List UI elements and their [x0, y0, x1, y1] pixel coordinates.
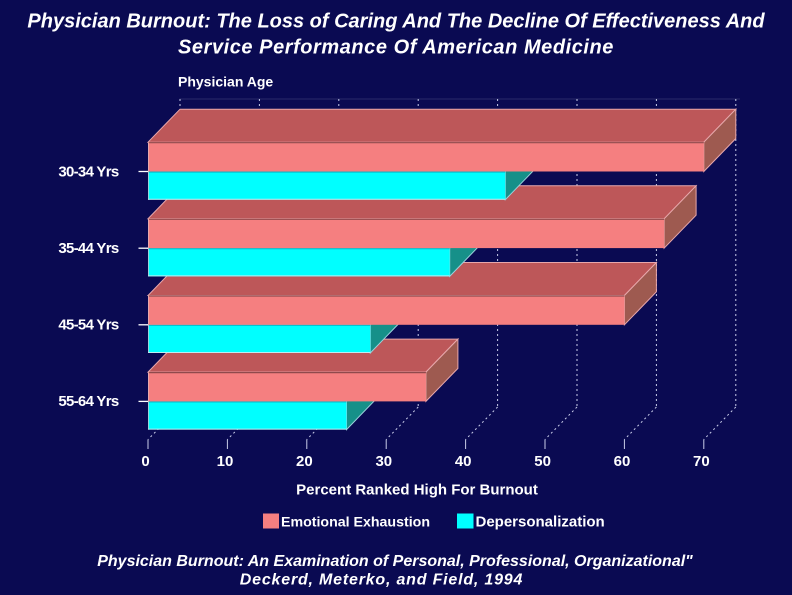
svg-text:Emotional Exhaustion: Emotional Exhaustion — [281, 515, 430, 531]
svg-text:0: 0 — [141, 453, 149, 470]
svg-text:Service Performance Of America: Service Performance Of American Medicine — [178, 37, 614, 59]
svg-text:35-44 Yrs: 35-44 Yrs — [58, 240, 119, 257]
svg-text:50: 50 — [534, 453, 551, 470]
svg-text:70: 70 — [693, 453, 710, 470]
svg-text:10: 10 — [217, 453, 234, 470]
svg-text:Depersonalization: Depersonalization — [476, 514, 605, 531]
svg-text:Physician Burnout: An Examinat: Physician Burnout: An Examination of Per… — [97, 553, 693, 570]
svg-text:55-64 Yrs: 55-64 Yrs — [58, 393, 119, 410]
svg-text:30: 30 — [375, 453, 392, 470]
svg-text:Physician Burnout: The Loss of: Physician Burnout: The Loss of Caring An… — [27, 11, 765, 33]
svg-text:40: 40 — [455, 453, 472, 470]
svg-text:45-54 Yrs: 45-54 Yrs — [58, 317, 119, 334]
svg-text:30-34 Yrs: 30-34 Yrs — [58, 163, 119, 180]
svg-text:Percent Ranked High For Burnou: Percent Ranked High For Burnout — [296, 482, 538, 499]
svg-text:60: 60 — [614, 453, 631, 470]
svg-text:20: 20 — [296, 453, 313, 470]
svg-text:Physician Age: Physician Age — [178, 74, 273, 90]
svg-text:Deckerd, Meterko, and Field, 1: Deckerd, Meterko, and Field, 1994 — [240, 572, 523, 589]
